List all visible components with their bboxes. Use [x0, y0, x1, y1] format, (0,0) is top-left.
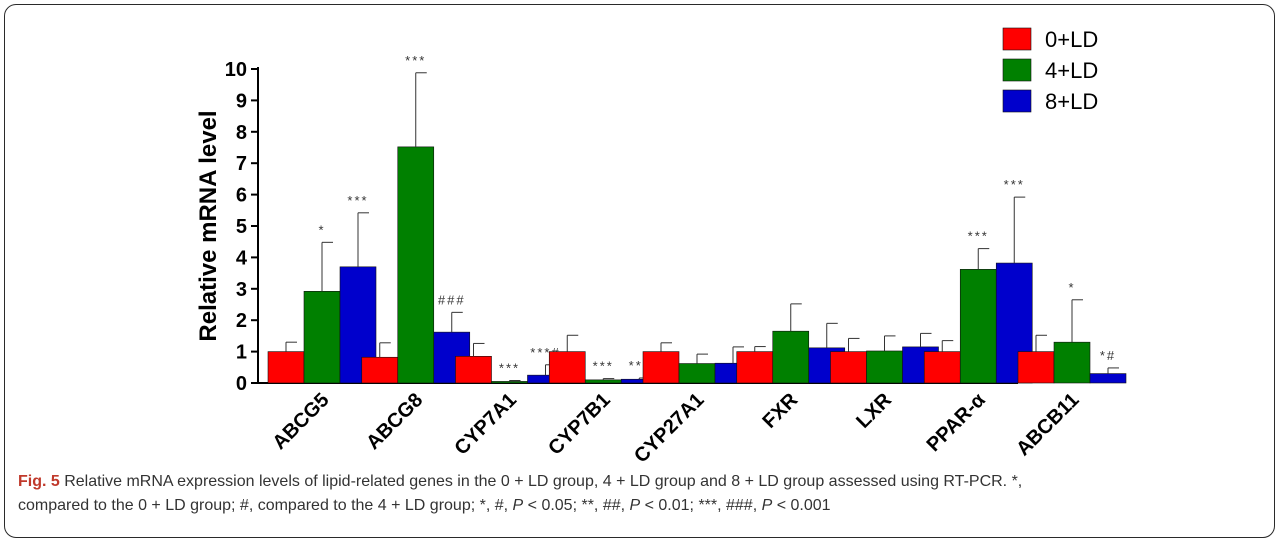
bar-4+LD	[491, 381, 528, 384]
x-tick-label: ABCB11	[1012, 389, 1083, 460]
bar-4+LD	[772, 330, 810, 384]
p-symbol: P	[761, 497, 773, 514]
x-tick-label: ABCG5	[268, 389, 333, 454]
bar-0+LD	[642, 351, 680, 384]
x-tick-label: PPAR-α	[923, 388, 991, 456]
bar-0+LD	[923, 351, 961, 384]
legend-label: 0+LD	[1045, 27, 1098, 52]
significance-label: ***	[405, 53, 426, 68]
caption-text-2a: compared to the 0 + LD group; #, compare…	[18, 497, 513, 514]
bar-0+LD	[455, 356, 492, 384]
y-tick-label: 5	[236, 216, 247, 238]
figure-label: Fig. 5	[18, 473, 60, 490]
significance-label: *	[1068, 280, 1075, 295]
figure-caption: Fig. 5 Relative mRNA expression levels o…	[18, 470, 1258, 518]
x-tick-label: ABCG8	[362, 389, 427, 454]
significance-label: ***	[499, 360, 520, 375]
bar-4+LD	[397, 146, 435, 384]
bar-8+LD	[1089, 373, 1127, 384]
significance-label: *	[318, 222, 325, 237]
caption-line-1: Fig. 5 Relative mRNA expression levels o…	[18, 470, 1258, 494]
y-tick-label: 10	[225, 59, 247, 81]
y-tick-label: 9	[236, 90, 247, 112]
y-axis-label: Relative mRNA level	[195, 110, 222, 341]
figure-frame	[4, 4, 1275, 538]
bar-0+LD	[830, 351, 867, 384]
significance-label: ***	[968, 229, 989, 244]
caption-text-2c: < 0.01; ***, ###,	[640, 497, 762, 514]
bar-4+LD	[584, 379, 622, 384]
caption-line-2: compared to the 0 + LD group; #, compare…	[18, 494, 1258, 518]
y-tick-label: 8	[236, 122, 247, 144]
significance-label: ***	[593, 359, 614, 374]
legend-label: 4+LD	[1045, 58, 1098, 83]
bar-0+LD	[1017, 351, 1055, 384]
legend-label: 8+LD	[1045, 89, 1098, 114]
bar-4+LD	[678, 363, 716, 384]
bar-0+LD	[267, 351, 305, 384]
significance-label: ###	[438, 292, 466, 307]
bar-4+LD	[959, 269, 997, 384]
legend-swatch-8+LD	[1002, 89, 1032, 113]
x-tick-label: CYP7A1	[450, 389, 521, 460]
legend-swatch-4+LD	[1002, 58, 1032, 82]
bar-0+LD	[736, 351, 774, 384]
p-symbol: P	[629, 497, 641, 514]
bar-4+LD	[303, 291, 341, 384]
y-tick-label: 4	[236, 247, 248, 269]
caption-text-1: Relative mRNA expression levels of lipid…	[59, 473, 1023, 490]
p-symbol: P	[512, 497, 524, 514]
x-tick-label: FXR	[758, 389, 802, 433]
y-tick-label: 0	[236, 373, 247, 395]
significance-label: *#	[1100, 348, 1116, 363]
caption-text-2d: < 0.001	[772, 497, 831, 514]
y-tick-label: 7	[236, 153, 247, 175]
bar-0+LD	[361, 356, 399, 384]
caption-text-2b: < 0.05; **, ##,	[523, 497, 630, 514]
x-tick-label: CYP27A1	[630, 389, 708, 467]
bar-4+LD	[1053, 341, 1091, 384]
significance-label: ***	[347, 193, 368, 208]
y-tick-label: 3	[236, 279, 247, 301]
x-tick-label: CYP7B1	[544, 389, 615, 460]
y-tick-label: 1	[236, 342, 247, 364]
significance-label: ***	[1004, 177, 1025, 192]
bar-0+LD	[548, 351, 586, 384]
x-tick-label: LXR	[852, 389, 896, 433]
y-tick-label: 6	[236, 185, 247, 207]
y-tick-label: 2	[236, 310, 247, 332]
legend-swatch-0+LD	[1002, 27, 1032, 51]
bar-4+LD	[866, 350, 903, 384]
